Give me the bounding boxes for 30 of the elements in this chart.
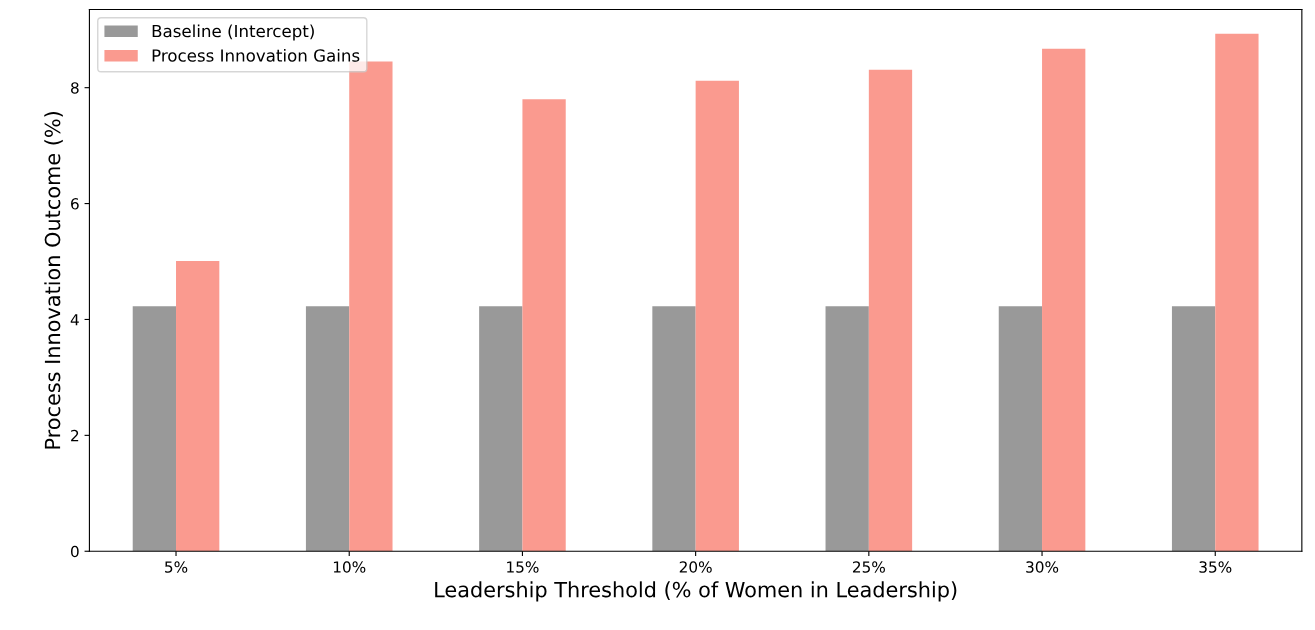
bar	[998, 306, 1043, 552]
bar	[479, 306, 523, 552]
x-tick-label: 5%	[165, 561, 188, 573]
bar	[305, 306, 350, 552]
x-axis-title: Leadership Threshold (% of Women in Leadership)	[435, 581, 957, 602]
y-tick-label: 8	[71, 82, 79, 94]
x-tick-label: 30%	[1026, 561, 1059, 573]
y-tick-label: 2	[71, 429, 79, 442]
bar	[1171, 306, 1216, 552]
x-tick-label: 15%	[507, 561, 539, 573]
bar	[522, 99, 566, 552]
bar	[825, 306, 869, 552]
y-tick-label: 4	[70, 314, 79, 326]
y-axis-title: Process Innovation Outcome (%)	[44, 111, 63, 449]
bar	[132, 306, 177, 552]
bar	[1215, 33, 1259, 552]
bar	[868, 69, 913, 552]
bar	[695, 80, 739, 552]
y-tick-label: 6	[71, 198, 79, 210]
x-tick-label: 10%	[333, 561, 366, 573]
legend-label: Process Innovation Gains	[152, 48, 360, 62]
y-tick-label: 0	[70, 545, 79, 558]
x-tick-label: 35%	[1199, 561, 1232, 573]
bar	[176, 260, 220, 552]
x-tick-label: 25%	[852, 561, 885, 573]
bar	[349, 61, 393, 552]
legend-label: Baseline (Intercept)	[152, 24, 314, 41]
bar	[652, 306, 696, 552]
bar	[1042, 48, 1086, 552]
x-tick-label: 20%	[679, 561, 712, 573]
